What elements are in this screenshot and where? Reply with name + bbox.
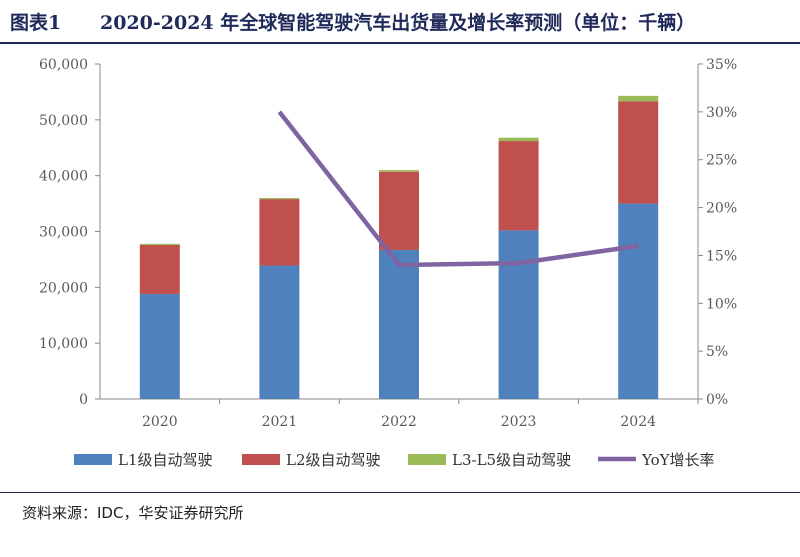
chart-title-bar: 图表1 2020-2024 年全球智能驾驶汽车出货量及增长率预测（单位：千辆） <box>0 0 800 44</box>
legend-yoy-label: YoY增长率 <box>641 451 715 469</box>
bar-l3-l5 <box>139 243 180 245</box>
y2-tick-label: 30% <box>706 105 737 121</box>
y-tick-label: 10,000 <box>39 336 88 352</box>
legend-l1-swatch <box>74 454 112 465</box>
bar-l2 <box>618 101 659 204</box>
y-tick-label: 30,000 <box>39 225 88 241</box>
legend-l1-label: L1级自动驾驶 <box>118 451 213 469</box>
bar-l2 <box>379 171 419 250</box>
bar-l3-l5 <box>618 95 659 102</box>
bar-l2 <box>139 244 180 295</box>
bar-l2 <box>259 199 300 266</box>
y2-tick-label: 35% <box>706 57 737 73</box>
legend-l3-l5-swatch <box>408 454 446 465</box>
y2-tick-label: 25% <box>706 153 737 169</box>
figure-label: 图表1 <box>10 12 62 34</box>
x-tick-label: 2024 <box>620 414 656 430</box>
yoy-growth-line <box>277 110 639 268</box>
legend-l3-l5-label: L3-L5级自动驾驶 <box>452 451 571 469</box>
y-tick-label: 60,000 <box>39 57 88 73</box>
bar-l1 <box>618 203 659 399</box>
x-tick-label: 2021 <box>262 414 298 430</box>
y-tick-label: 50,000 <box>39 113 88 129</box>
chart-area: 0 10,000 20,000 30,000 40,000 50,000 60,000 0% 5… <box>0 44 800 490</box>
y-tick-label: 20,000 <box>39 280 88 296</box>
x-tick-label: 2020 <box>142 414 178 430</box>
source-note: 资料来源：IDC，华安证券研究所 <box>22 504 244 522</box>
legend-l2-label: L2级自动驾驶 <box>286 451 381 469</box>
source-divider <box>0 492 800 493</box>
y2-tick-label: 15% <box>706 248 737 264</box>
bar-l3-l5 <box>259 198 300 200</box>
chart-title: 2020-2024 年全球智能驾驶汽车出货量及增长率预测（单位：千辆） <box>100 12 696 34</box>
bar-l1 <box>498 230 539 399</box>
y-tick-label: 40,000 <box>39 169 88 185</box>
y-tick-label: 0 <box>79 392 88 408</box>
bar-l1 <box>379 249 419 399</box>
y2-tick-label: 5% <box>706 344 728 360</box>
x-tick-label: 2022 <box>381 414 417 430</box>
bar-l2 <box>498 141 539 231</box>
bar-l3-l5 <box>498 137 539 142</box>
y2-tick-label: 10% <box>706 296 737 312</box>
y2-tick-label: 0% <box>706 392 728 408</box>
bar-l1 <box>139 294 180 399</box>
stacked-bar-line-chart: 0 10,000 20,000 30,000 40,000 50,000 60,000 0% 5… <box>39 57 737 469</box>
legend-l2-swatch <box>242 454 280 465</box>
x-tick-label: 2023 <box>501 414 537 430</box>
bar-l3-l5 <box>379 170 419 172</box>
bar-l1 <box>259 265 300 399</box>
y2-tick-label: 20% <box>706 201 737 217</box>
